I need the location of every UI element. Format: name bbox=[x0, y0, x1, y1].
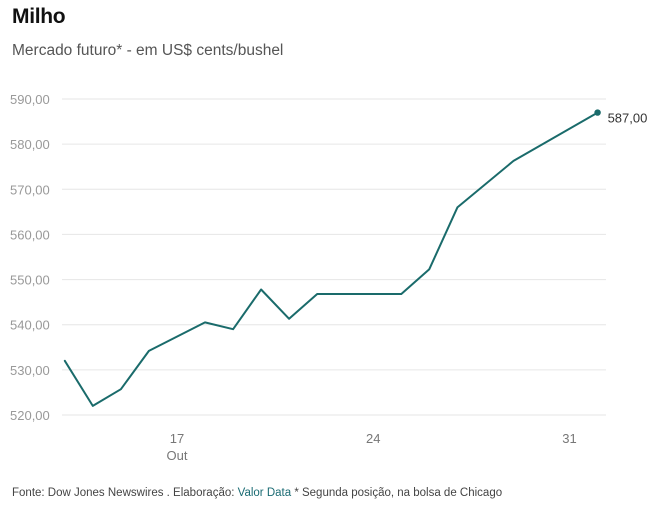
source-footer: Fonte: Dow Jones Newswires . Elaboração:… bbox=[12, 487, 502, 499]
y-tick-label: 530,00 bbox=[10, 363, 50, 378]
y-tick-label: 590,00 bbox=[10, 92, 50, 107]
source-note: * Segunda posição, na bolsa de Chicago bbox=[291, 487, 503, 499]
y-tick-label: 520,00 bbox=[10, 408, 50, 423]
line-chart: 520,00 530,00 540,00 550,00 560,00 570,00 580,… bbox=[10, 92, 648, 463]
x-month-label: Out bbox=[166, 448, 187, 463]
x-tick-label: 24 bbox=[366, 431, 380, 446]
y-tick-label: 580,00 bbox=[10, 137, 50, 152]
x-tick-label: 31 bbox=[562, 431, 576, 446]
y-tick-label: 570,00 bbox=[10, 182, 50, 197]
end-point bbox=[594, 109, 601, 116]
y-tick-label: 540,00 bbox=[10, 318, 50, 333]
end-value-label: 587,00 bbox=[608, 111, 648, 126]
chart-subtitle: Mercado futuro* - em US$ cents/bushel bbox=[12, 42, 284, 59]
y-tick-label: 550,00 bbox=[10, 273, 50, 288]
source-text: Fonte: Dow Jones Newswires . Elaboração: bbox=[12, 487, 238, 499]
valor-data-link[interactable]: Valor Data bbox=[237, 487, 292, 499]
series-line bbox=[63, 111, 599, 407]
chart-title: Milho bbox=[12, 5, 66, 28]
x-tick-label: 17 bbox=[170, 431, 184, 446]
y-tick-label: 560,00 bbox=[10, 227, 50, 242]
